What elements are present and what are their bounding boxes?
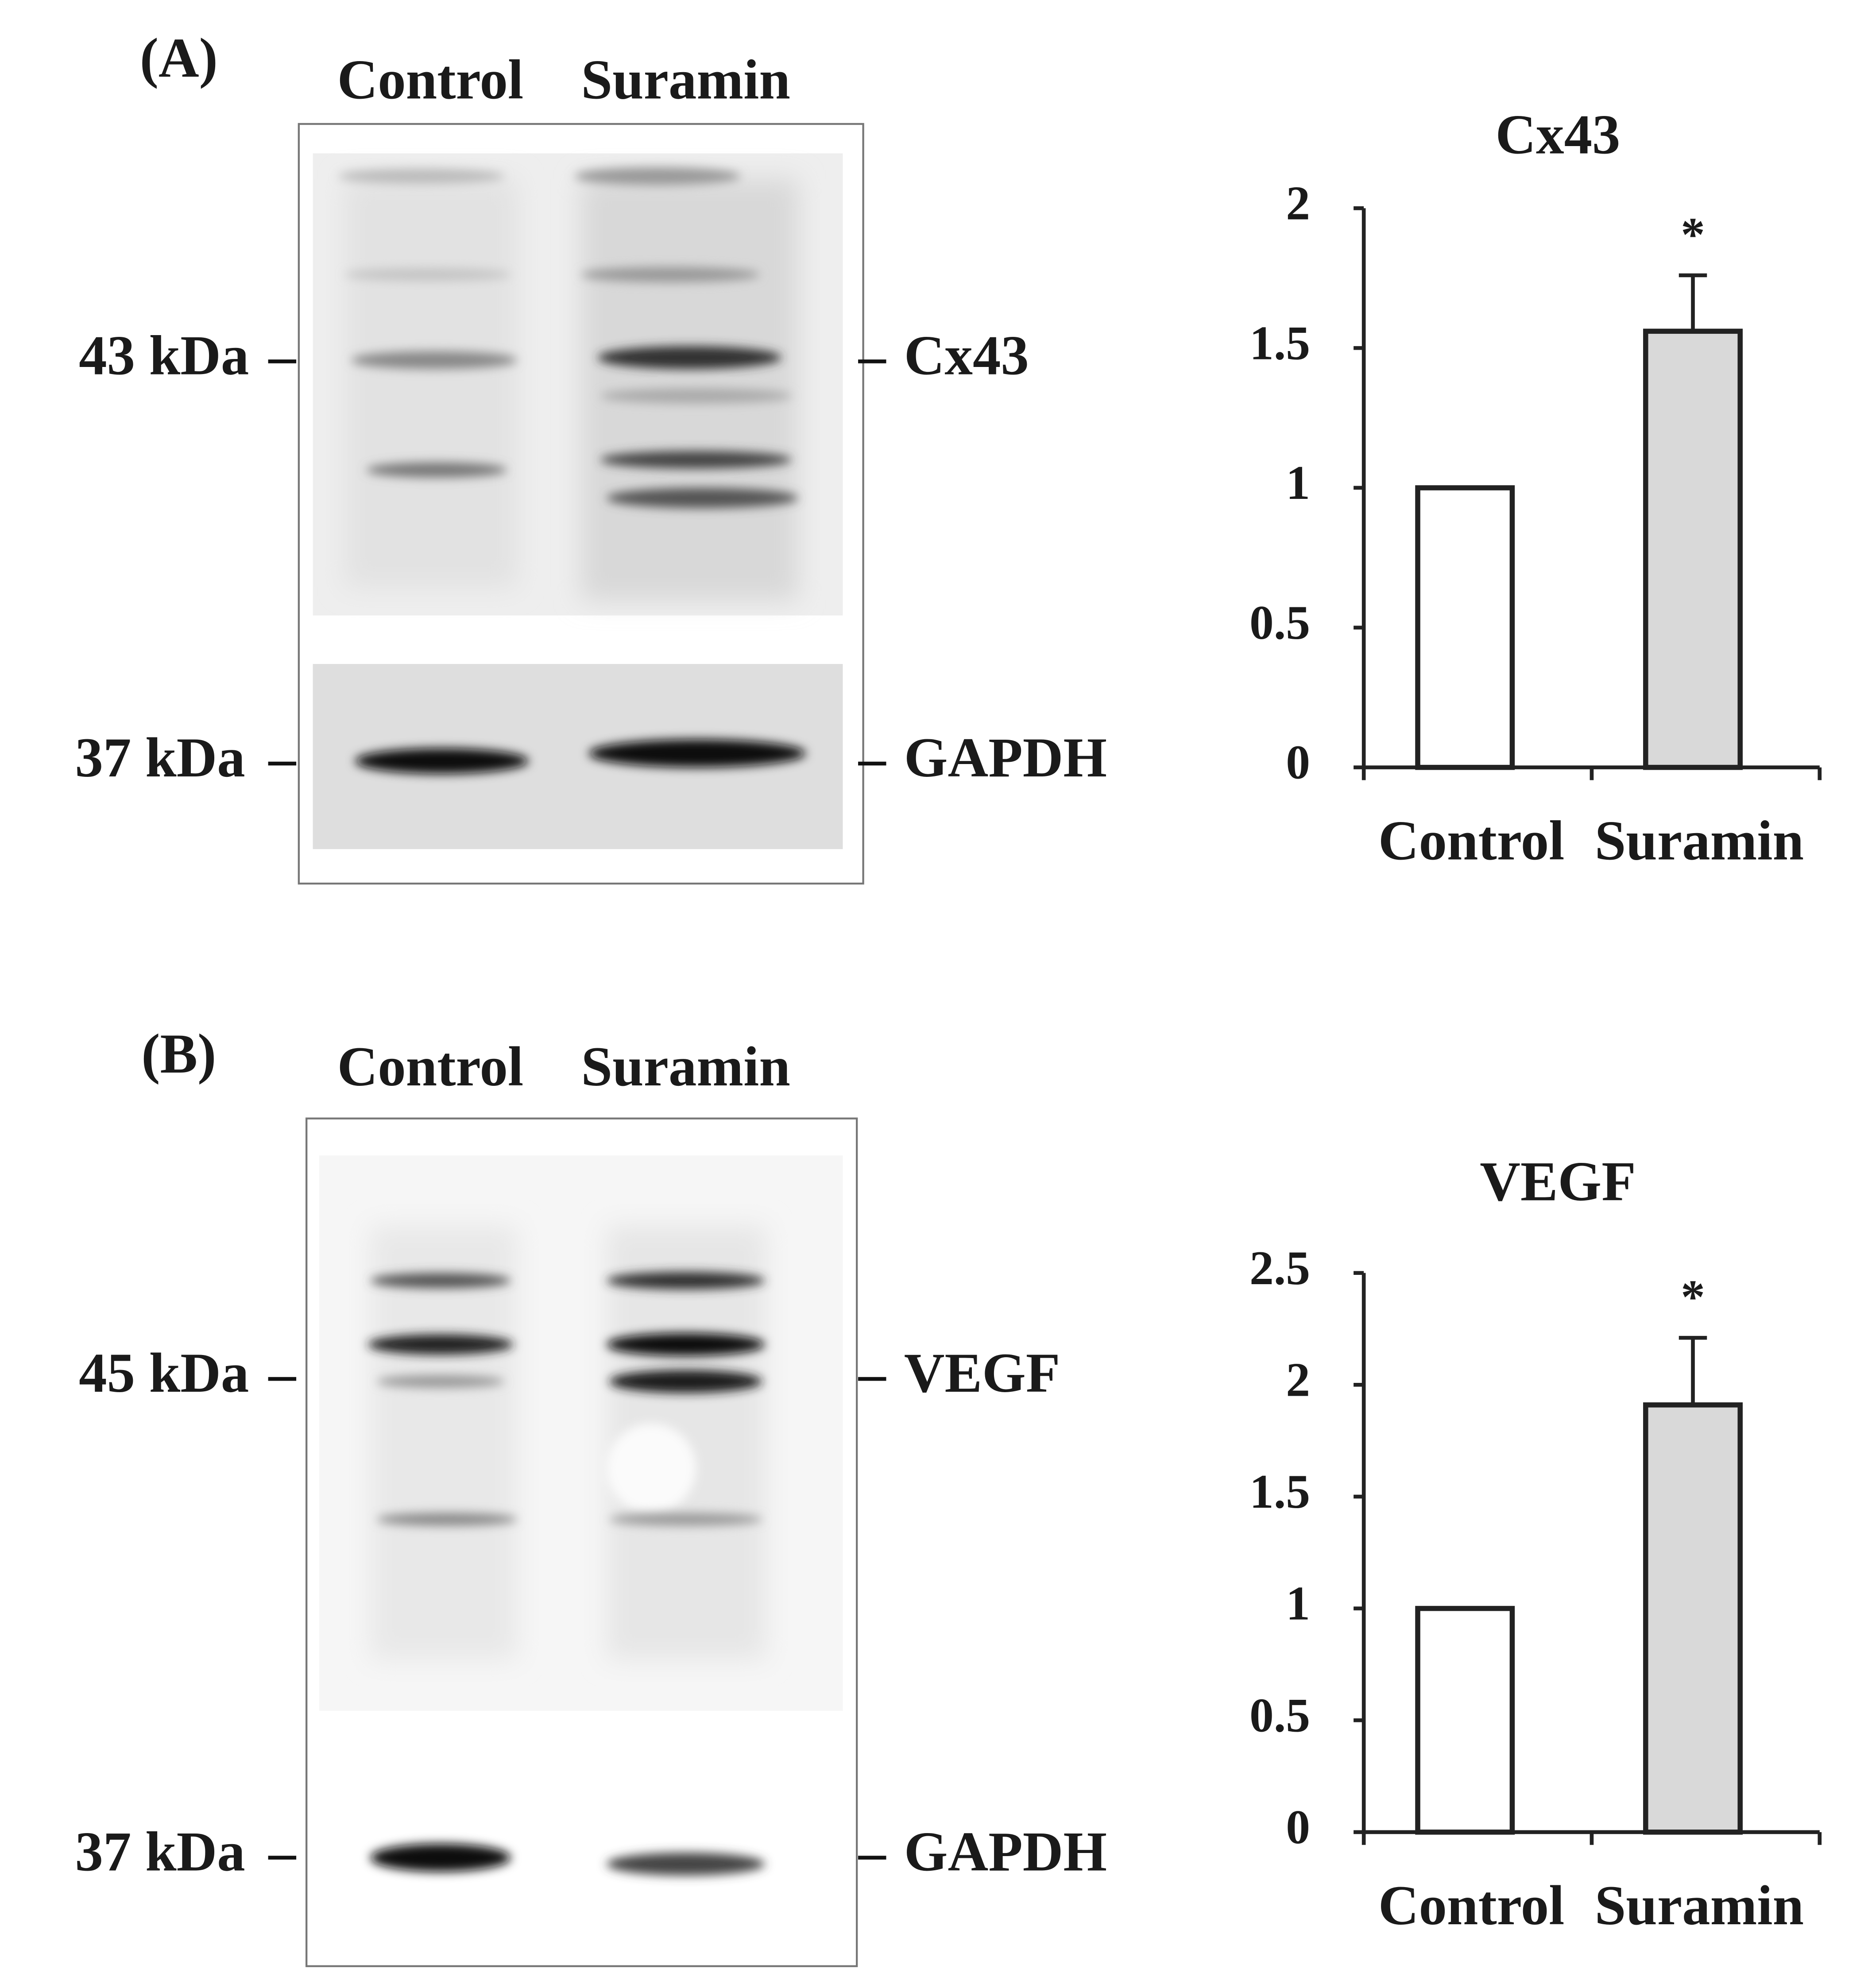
marker-protein: Cx43 — [904, 325, 1029, 387]
bands — [367, 1271, 765, 1876]
bands — [355, 739, 806, 774]
marker-protein: GAPDH — [904, 1821, 1107, 1883]
x-tick-label: Control — [1378, 1875, 1565, 1937]
y-tick-label: 2.5 — [1249, 1241, 1310, 1295]
bar — [1415, 1606, 1515, 1835]
y-tick-label: 2 — [1286, 176, 1310, 230]
y-tick-label: 0.5 — [1249, 1688, 1310, 1742]
blot-b: (B) Control Suramin 45 kDa VEGF 37 kDa G… — [75, 1023, 1107, 1967]
y-tick-label: 1.5 — [1249, 1464, 1310, 1518]
error-bar — [1679, 1336, 1707, 1405]
error-bar — [1679, 273, 1707, 332]
y-tick-label: 1.5 — [1249, 316, 1310, 370]
marker-size: 45 kDa — [79, 1342, 249, 1404]
y-tick-label: 2 — [1286, 1352, 1310, 1406]
lane-label: Control — [337, 1036, 524, 1098]
bands — [338, 167, 798, 509]
chart-title: VEGF — [1480, 1151, 1636, 1213]
lane-label: Control — [337, 49, 524, 111]
x-tick-label: Suramin — [1595, 810, 1804, 872]
bar — [1643, 328, 1743, 770]
y-tick-label: 1 — [1286, 456, 1310, 510]
marker-protein: VEGF — [904, 1342, 1060, 1404]
marker-size: 37 kDa — [75, 1821, 245, 1883]
marker-size: 43 kDa — [79, 325, 249, 387]
marker-size: 37 kDa — [75, 727, 245, 789]
marker-protein: GAPDH — [904, 727, 1107, 789]
artifact — [606, 1423, 696, 1513]
bar — [1415, 485, 1515, 770]
lane-label: Suramin — [581, 49, 790, 111]
y-tick-label: 1 — [1286, 1576, 1310, 1630]
significance: * — [1681, 207, 1705, 261]
y-tick-label: 0.5 — [1249, 595, 1310, 649]
panel-label: (A) — [140, 27, 218, 89]
panel-label: (B) — [141, 1023, 216, 1085]
y-tick-label: 0 — [1286, 1800, 1310, 1854]
chart-title: Cx43 — [1496, 104, 1621, 166]
blot-a: (A) Control Suramin 43 kDa Cx43 37 kDa G… — [75, 27, 1107, 885]
lane-label: Suramin — [581, 1036, 790, 1098]
bar — [1643, 1402, 1743, 1835]
y-tick-label: 0 — [1286, 735, 1310, 789]
x-tick-label: Suramin — [1595, 1875, 1804, 1937]
significance: * — [1681, 1270, 1705, 1324]
x-tick-label: Control — [1378, 810, 1565, 872]
